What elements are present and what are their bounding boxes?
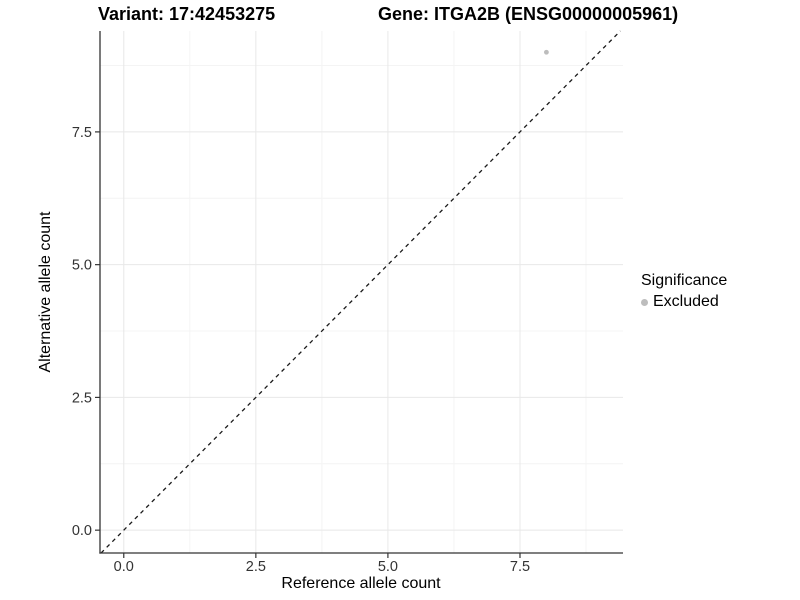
plot-title-variant: Variant: 17:42453275 (98, 4, 276, 24)
y-tick-label: 7.5 (72, 125, 92, 141)
legend-title: Significance (641, 272, 728, 289)
legend-item-label: Excluded (653, 293, 719, 310)
legend-item-excluded: Excluded (641, 293, 727, 311)
y-tick-label: 5.0 (72, 258, 92, 274)
legend: Significance Excluded (641, 272, 727, 311)
x-tick-label: 5.0 (378, 559, 398, 575)
plot-title-gene: Gene: ITGA2B (ENSG00000005961) (378, 4, 679, 24)
x-tick-label: 7.5 (510, 559, 530, 575)
data-point-excluded (543, 49, 549, 55)
y-axis-title: Alternative allele count (37, 211, 54, 373)
x-tick-label: 0.0 (114, 559, 134, 575)
x-axis-title: Reference allele count (281, 575, 441, 592)
y-tick-label: 2.5 (72, 390, 92, 406)
excluded-point-icon (641, 298, 648, 306)
y-tick-label: 0.0 (72, 523, 92, 539)
identity-dashed-line (100, 30, 621, 554)
x-tick-label: 2.5 (246, 559, 266, 575)
